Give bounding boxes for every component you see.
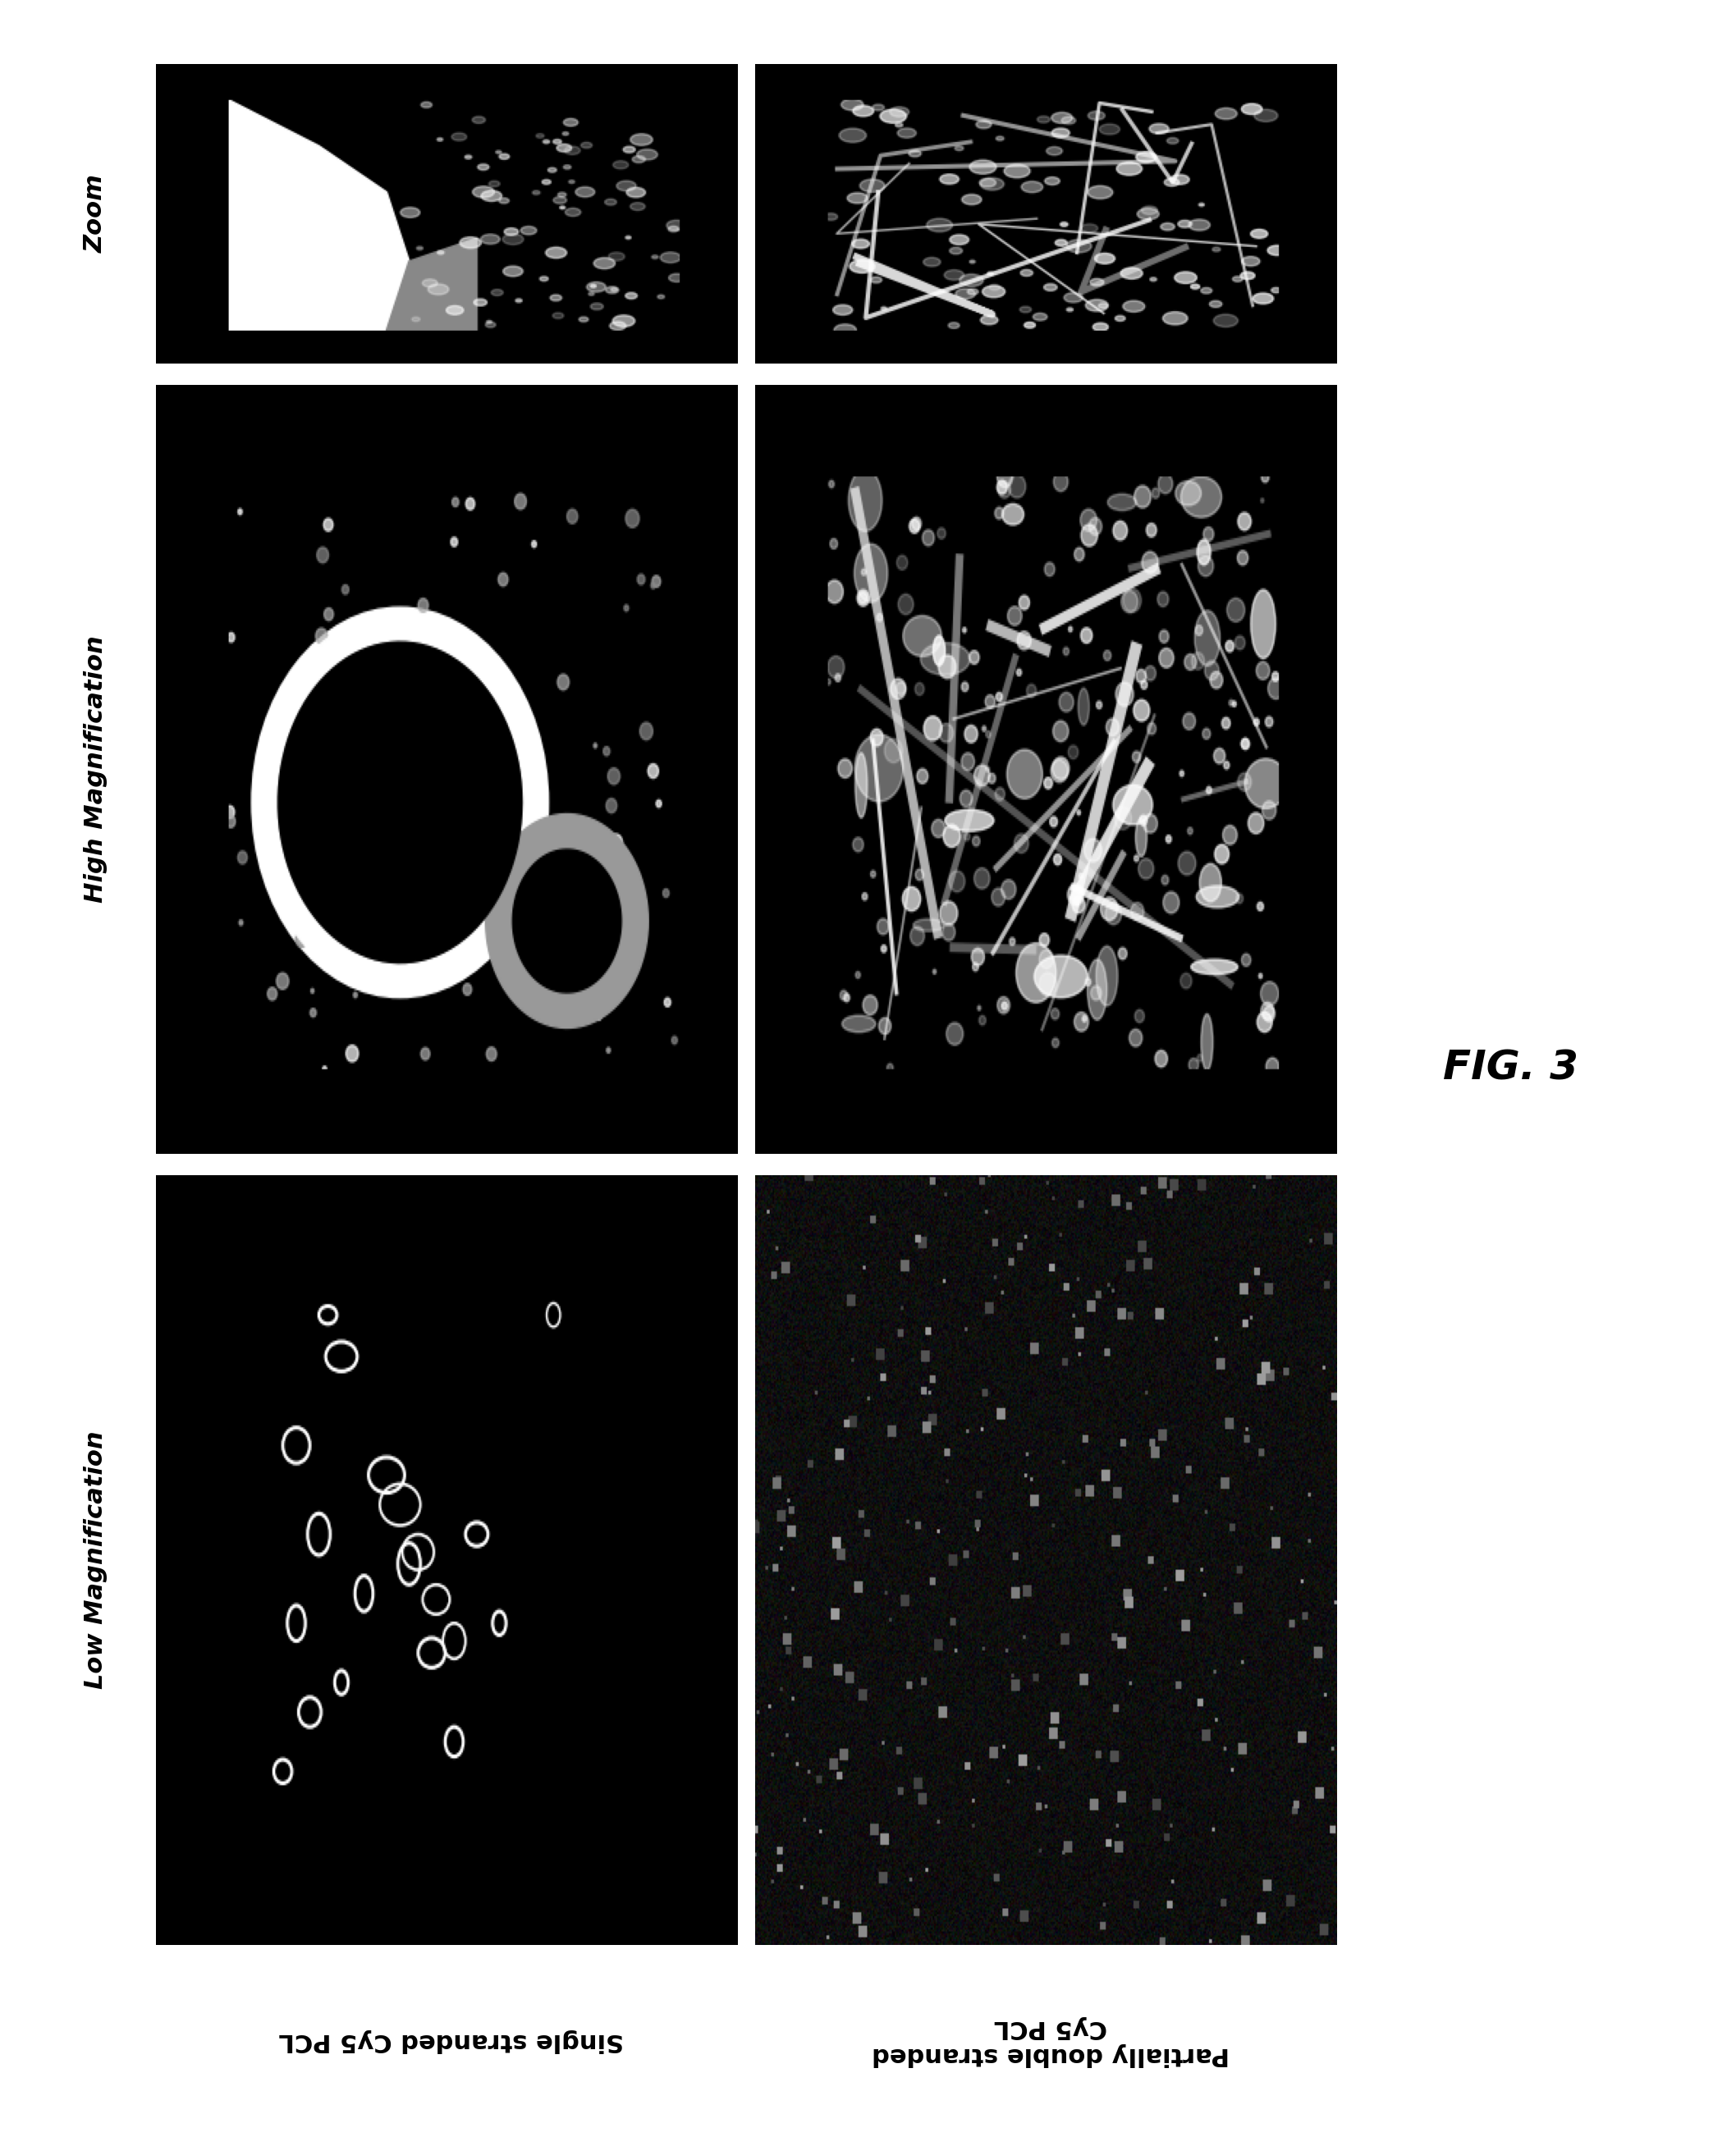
Text: Zoom: Zoom	[83, 175, 108, 252]
Text: FIG. 3: FIG. 3	[1443, 1049, 1578, 1088]
Text: High Magnification: High Magnification	[83, 635, 108, 904]
Text: Low Magnification: Low Magnification	[83, 1432, 108, 1688]
Text: Partially double stranded
Cy5 PCL: Partially double stranded Cy5 PCL	[871, 2015, 1229, 2066]
Text: Single stranded Cy5 PCL: Single stranded Cy5 PCL	[279, 2028, 623, 2054]
